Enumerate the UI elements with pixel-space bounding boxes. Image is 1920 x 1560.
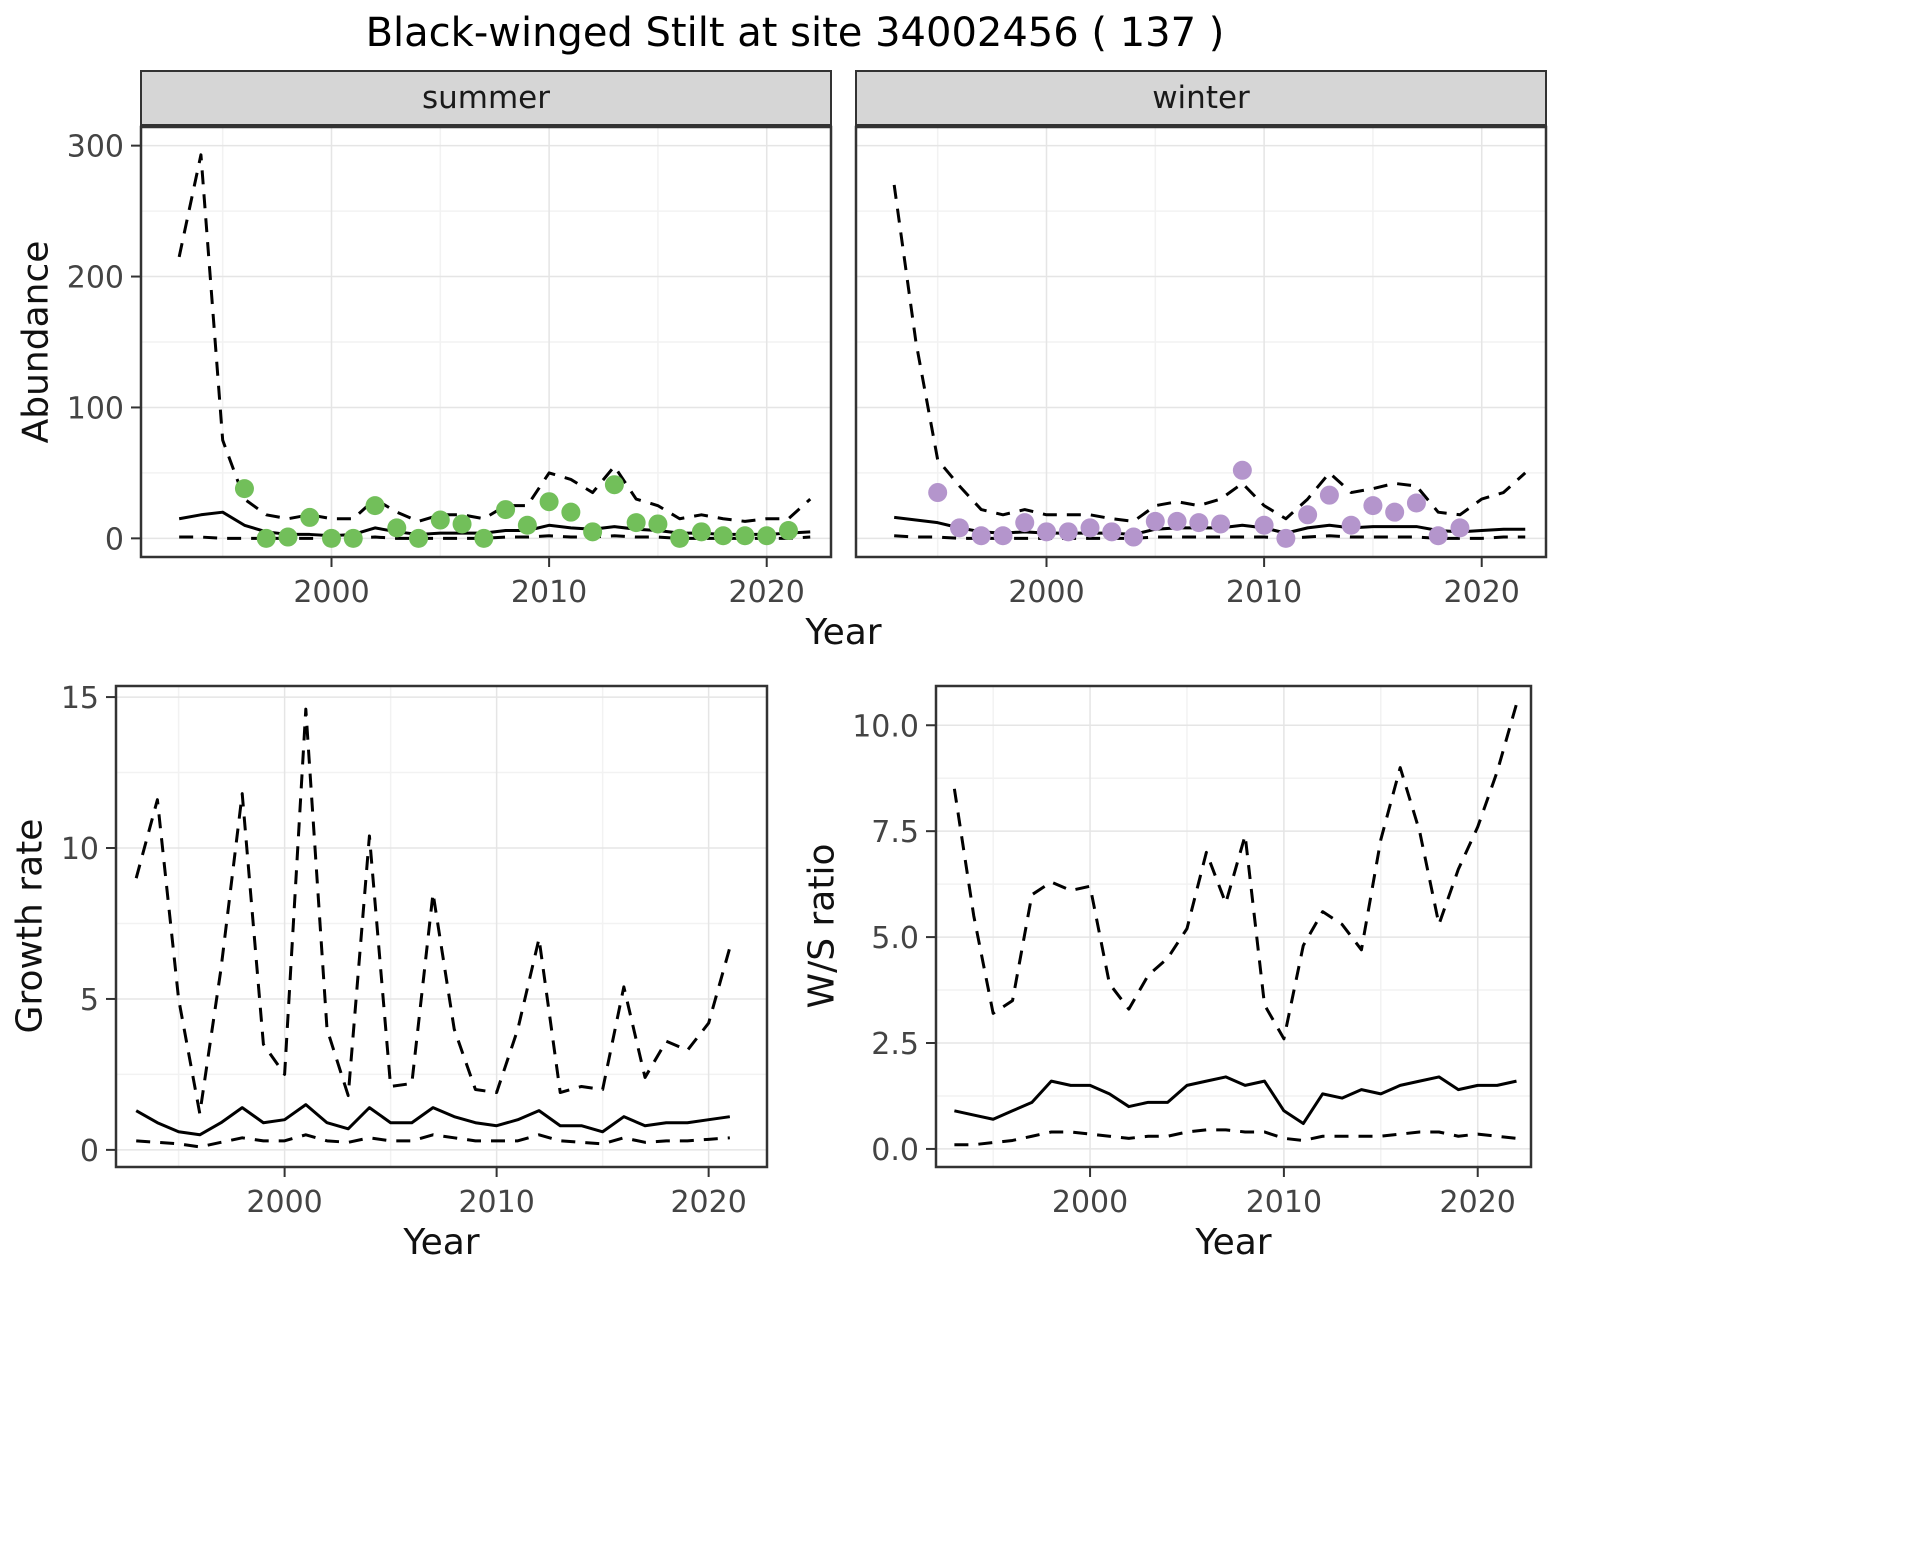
svg-text:2000: 2000 bbox=[293, 575, 369, 610]
svg-text:2020: 2020 bbox=[1440, 1185, 1516, 1220]
abundance-y-axis-title-text: Abundance bbox=[15, 240, 57, 444]
growth-x-axis-title-text: Year bbox=[403, 1222, 480, 1263]
svg-text:15: 15 bbox=[61, 681, 99, 716]
facet-strip-winter-label: winter bbox=[1152, 80, 1250, 116]
svg-text:300: 300 bbox=[67, 130, 124, 165]
svg-text:0: 0 bbox=[80, 1134, 99, 1169]
svg-text:7.5: 7.5 bbox=[871, 815, 919, 850]
ws-x-axis-title-text: Year bbox=[1195, 1222, 1272, 1263]
svg-text:2000: 2000 bbox=[246, 1185, 322, 1220]
svg-text:0.0: 0.0 bbox=[871, 1133, 919, 1168]
ws-ratio-panel: 2000 2010 2020 0.0 2.5 5.0 7.5 10.0 bbox=[852, 684, 1533, 1220]
svg-text:200: 200 bbox=[67, 261, 124, 296]
svg-text:2010: 2010 bbox=[1226, 575, 1302, 610]
svg-text:2000: 2000 bbox=[1008, 575, 1084, 610]
svg-text:100: 100 bbox=[67, 391, 124, 426]
growth-y-axis-title-text: Growth rate bbox=[9, 818, 51, 1034]
growth-rate-panel: 2000 2010 2020 0 5 10 15 bbox=[61, 681, 769, 1220]
winter-abundance-panel: 2000 2010 2020 bbox=[854, 125, 1548, 610]
svg-text:2010: 2010 bbox=[511, 575, 587, 610]
svg-text:2010: 2010 bbox=[1246, 1185, 1322, 1220]
svg-text:2020: 2020 bbox=[670, 1185, 746, 1220]
svg-text:2.5: 2.5 bbox=[871, 1027, 919, 1062]
svg-text:2020: 2020 bbox=[729, 575, 805, 610]
svg-text:5: 5 bbox=[80, 983, 99, 1018]
svg-text:10.0: 10.0 bbox=[852, 709, 919, 744]
summer-abundance-panel: 2000 2010 2020 0 100 200 300 bbox=[67, 125, 833, 610]
svg-text:2010: 2010 bbox=[458, 1185, 534, 1220]
facet-strip-summer-label: summer bbox=[421, 80, 550, 116]
ws-y-axis-title-text: W/S ratio bbox=[801, 843, 843, 1009]
abundance-x-axis-title-text: Year bbox=[805, 612, 882, 653]
growth-x-axis-title: Year bbox=[115, 1222, 768, 1263]
svg-text:0: 0 bbox=[105, 522, 124, 557]
facet-strip-summer: summer bbox=[140, 70, 832, 126]
svg-text:10: 10 bbox=[61, 832, 99, 867]
svg-text:2000: 2000 bbox=[1052, 1185, 1128, 1220]
plot-title: Black-winged Stilt at site 34002456 ( 13… bbox=[365, 10, 1225, 56]
ws-x-axis-title: Year bbox=[935, 1222, 1532, 1263]
svg-text:5.0: 5.0 bbox=[871, 921, 919, 956]
svg-text:2020: 2020 bbox=[1444, 575, 1520, 610]
facet-strip-winter: winter bbox=[855, 70, 1547, 126]
abundance-x-axis-title: Year bbox=[0, 612, 1687, 653]
